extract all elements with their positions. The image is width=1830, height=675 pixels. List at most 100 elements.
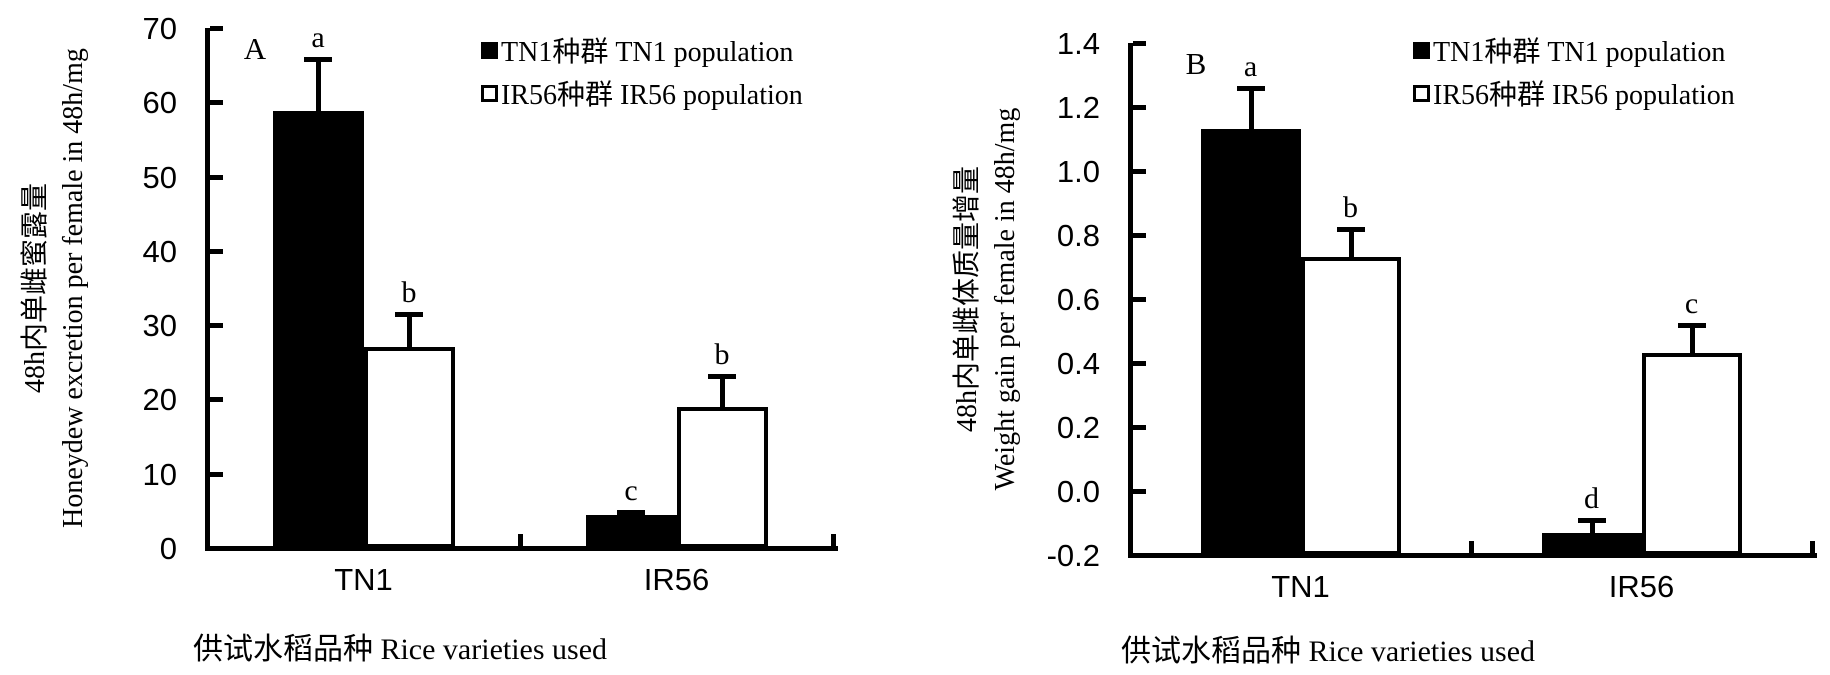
category-label: IR56 [1608, 569, 1675, 604]
significance-letter: d [1584, 481, 1599, 515]
panel-letter: B [1185, 46, 1207, 81]
y-tick-label: -0.2 [1046, 538, 1100, 573]
y-axis-title-text: 48h内单雌体质量增量 Weight gain per female in 48h… [949, 108, 1025, 491]
y-tick-label: 70 [142, 11, 177, 46]
error-bar-stem [1248, 87, 1254, 130]
significance-letter: c [624, 473, 638, 507]
legend-item: TN1种群 TN1 population [1413, 33, 1726, 68]
y-tick [1133, 297, 1146, 302]
legend: TN1种群 TN1 population IR56种群 IR56 populati… [1413, 33, 1830, 123]
bar-tn1-series-0 [272, 111, 364, 548]
error-bar-stem [1589, 519, 1595, 533]
bar-ir56-series-1 [1641, 353, 1742, 555]
legend-label: TN1种群 TN1 population [501, 37, 794, 68]
error-bar-stem [316, 59, 321, 112]
significance-letter: b [401, 276, 417, 309]
y-tick-label: 40 [142, 233, 177, 269]
significance-letter: a [1243, 49, 1258, 83]
x-axis-line [1128, 553, 1817, 558]
category-boundary-tick [518, 534, 523, 546]
bar-tn1-series-0 [1200, 129, 1301, 555]
error-bar-cap [708, 373, 736, 379]
legend-label: TN1种群 TN1 population [1433, 37, 1726, 68]
category-label: TN1 [1271, 569, 1330, 604]
legend-item: TN1种群 TN1 population [481, 33, 794, 68]
x-axis-title: 供试水稻品种 Rice varieties used [192, 633, 608, 666]
category-boundary-tick [1469, 541, 1474, 553]
y-tick-label: 50 [142, 159, 177, 195]
y-tick-label: 1.2 [1056, 90, 1100, 125]
y-tick-label: 30 [142, 308, 177, 344]
significance-letter: b [1343, 190, 1358, 224]
error-bar-stem [1689, 324, 1695, 354]
y-tick-label: 10 [142, 456, 177, 492]
y-axis-line [205, 28, 210, 551]
legend-item: IR56种群 IR56 population [1413, 76, 1735, 111]
error-bar-cap [1336, 226, 1365, 232]
y-tick [210, 100, 223, 106]
y-tick [1133, 105, 1146, 110]
x-axis-title: 供试水稻品种 Rice varieties used [1120, 635, 1536, 668]
legend-label: IR56种群 IR56 population [1433, 80, 1735, 111]
y-tick-label: 0.0 [1056, 474, 1100, 509]
significance-letter: c [1684, 286, 1699, 320]
y-tick [1133, 41, 1146, 46]
legend-item: IR56种群 IR56 population [481, 76, 803, 111]
y-tick-label: 0.8 [1056, 218, 1100, 253]
y-tick [210, 248, 223, 254]
y-tick [210, 397, 223, 403]
error-bar-stem [1348, 228, 1354, 258]
legend-label: IR56种群 IR56 population [501, 80, 803, 111]
error-bar-cap [1677, 322, 1706, 328]
y-tick-label: 0 [159, 531, 177, 566]
y-tick [210, 471, 223, 477]
y-axis-title-zh: 48h内单雌体质量增量 [952, 165, 983, 433]
filled-square-swatch-icon [481, 41, 498, 59]
error-bar-cap [617, 509, 645, 515]
bar-ir56-series-1 [676, 406, 768, 548]
y-tick [210, 546, 223, 551]
y-tick [210, 26, 223, 31]
error-bar-cap [395, 312, 423, 317]
axis-end-tick [1810, 541, 1815, 553]
y-tick-label: 1.4 [1056, 26, 1100, 61]
y-tick-label: 0.6 [1056, 282, 1100, 317]
bar-ir56-series-0 [1541, 532, 1642, 555]
y-tick-label: 0.2 [1056, 410, 1100, 445]
legend: TN1种群 TN1 population IR56种群 IR56 populati… [481, 33, 901, 123]
y-tick-label: 60 [142, 85, 177, 121]
error-bar-cap [1236, 85, 1265, 91]
y-tick-label: 1.0 [1056, 154, 1100, 189]
axis-end-tick [831, 534, 836, 546]
y-axis-title-en: Weight gain per female in 48h/mg [990, 107, 1021, 491]
y-tick-label: 0.4 [1056, 346, 1100, 381]
error-bar-cap [1577, 517, 1606, 523]
y-tick [1133, 553, 1146, 558]
y-tick-label: 20 [142, 382, 177, 418]
panel-letter: A [243, 31, 267, 66]
bar-tn1-series-1 [1300, 257, 1401, 555]
y-tick [1133, 361, 1146, 366]
y-tick [1133, 233, 1146, 238]
x-axis-line [205, 546, 838, 551]
significance-letter: a [311, 21, 325, 55]
category-label: IR56 [643, 562, 710, 597]
open-square-swatch-icon [481, 84, 498, 102]
y-tick [1133, 489, 1146, 494]
significance-letter: b [714, 337, 730, 371]
error-bar-cap [304, 57, 332, 63]
y-tick [210, 323, 223, 329]
bar-ir56-series-0 [585, 514, 677, 548]
y-tick [1133, 425, 1146, 430]
filled-square-swatch-icon [1413, 41, 1430, 59]
y-tick [1133, 169, 1146, 174]
error-bar-stem [720, 375, 725, 407]
y-axis-line [1128, 43, 1133, 558]
bar-tn1-series-1 [363, 347, 455, 548]
open-square-swatch-icon [1413, 84, 1430, 102]
category-label: TN1 [334, 562, 393, 597]
error-bar-stem [407, 314, 412, 348]
